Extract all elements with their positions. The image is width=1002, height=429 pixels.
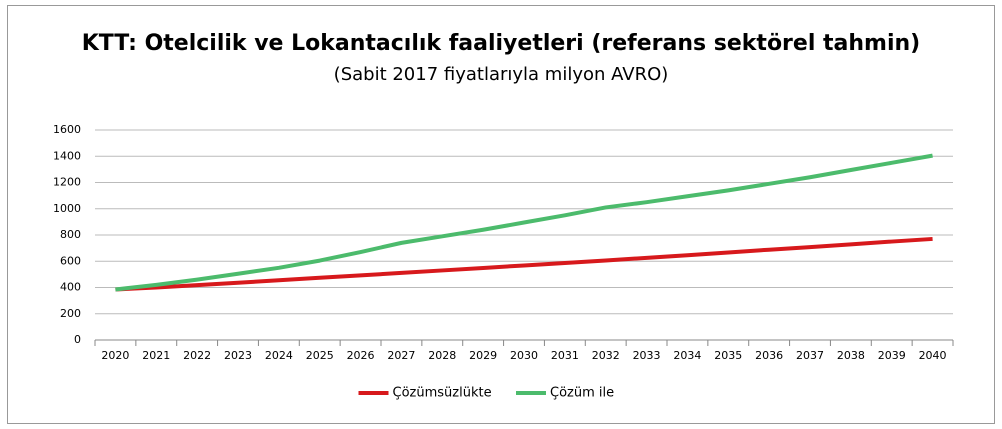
chart-subtitle: (Sabit 2017 fiyatlarıyla milyon AVRO) (334, 64, 669, 85)
y-tick-label: 400 (60, 281, 81, 294)
x-tick-label: 2039 (878, 349, 906, 362)
y-tick-label: 0 (74, 333, 81, 346)
y-tick-label: 800 (60, 228, 81, 241)
x-tick-label: 2021 (142, 349, 170, 362)
x-tick-label: 2023 (224, 349, 252, 362)
x-tick-label: 2038 (837, 349, 865, 362)
x-tick-label: 2036 (755, 349, 783, 362)
chart-title: KTT: Otelcilik ve Lokantacılık faaliyetl… (82, 31, 920, 56)
series-line (115, 236, 933, 292)
legend-label: Çözüm ile (550, 386, 614, 401)
x-tick-label: 2026 (347, 349, 375, 362)
y-tick-label: 1000 (53, 202, 81, 215)
x-tick-label: 2020 (101, 349, 129, 362)
x-tick-label: 2027 (387, 349, 415, 362)
x-tick-label: 2031 (551, 349, 579, 362)
x-tick-label: 2040 (919, 349, 947, 362)
x-tick-label: 2022 (183, 349, 211, 362)
x-tick-label: 2037 (796, 349, 824, 362)
y-tick-label: 1200 (53, 176, 81, 189)
x-tick-label: 2035 (714, 349, 742, 362)
x-tick-label: 2033 (633, 349, 661, 362)
x-tick-label: 2024 (265, 349, 293, 362)
y-tick-label: 200 (60, 307, 81, 320)
x-tick-label: 2034 (673, 349, 701, 362)
series-line (115, 153, 933, 292)
y-tick-label: 600 (60, 254, 81, 267)
legend-label: Çözümsüzlükte (393, 386, 492, 401)
x-tick-label: 2030 (510, 349, 538, 362)
chart-frame (7, 5, 995, 424)
y-tick-label: 1400 (53, 149, 81, 162)
x-tick-label: 2025 (306, 349, 334, 362)
x-tick-label: 2032 (592, 349, 620, 362)
y-tick-label: 1600 (53, 123, 81, 136)
x-tick-label: 2029 (469, 349, 497, 362)
x-tick-label: 2028 (428, 349, 456, 362)
